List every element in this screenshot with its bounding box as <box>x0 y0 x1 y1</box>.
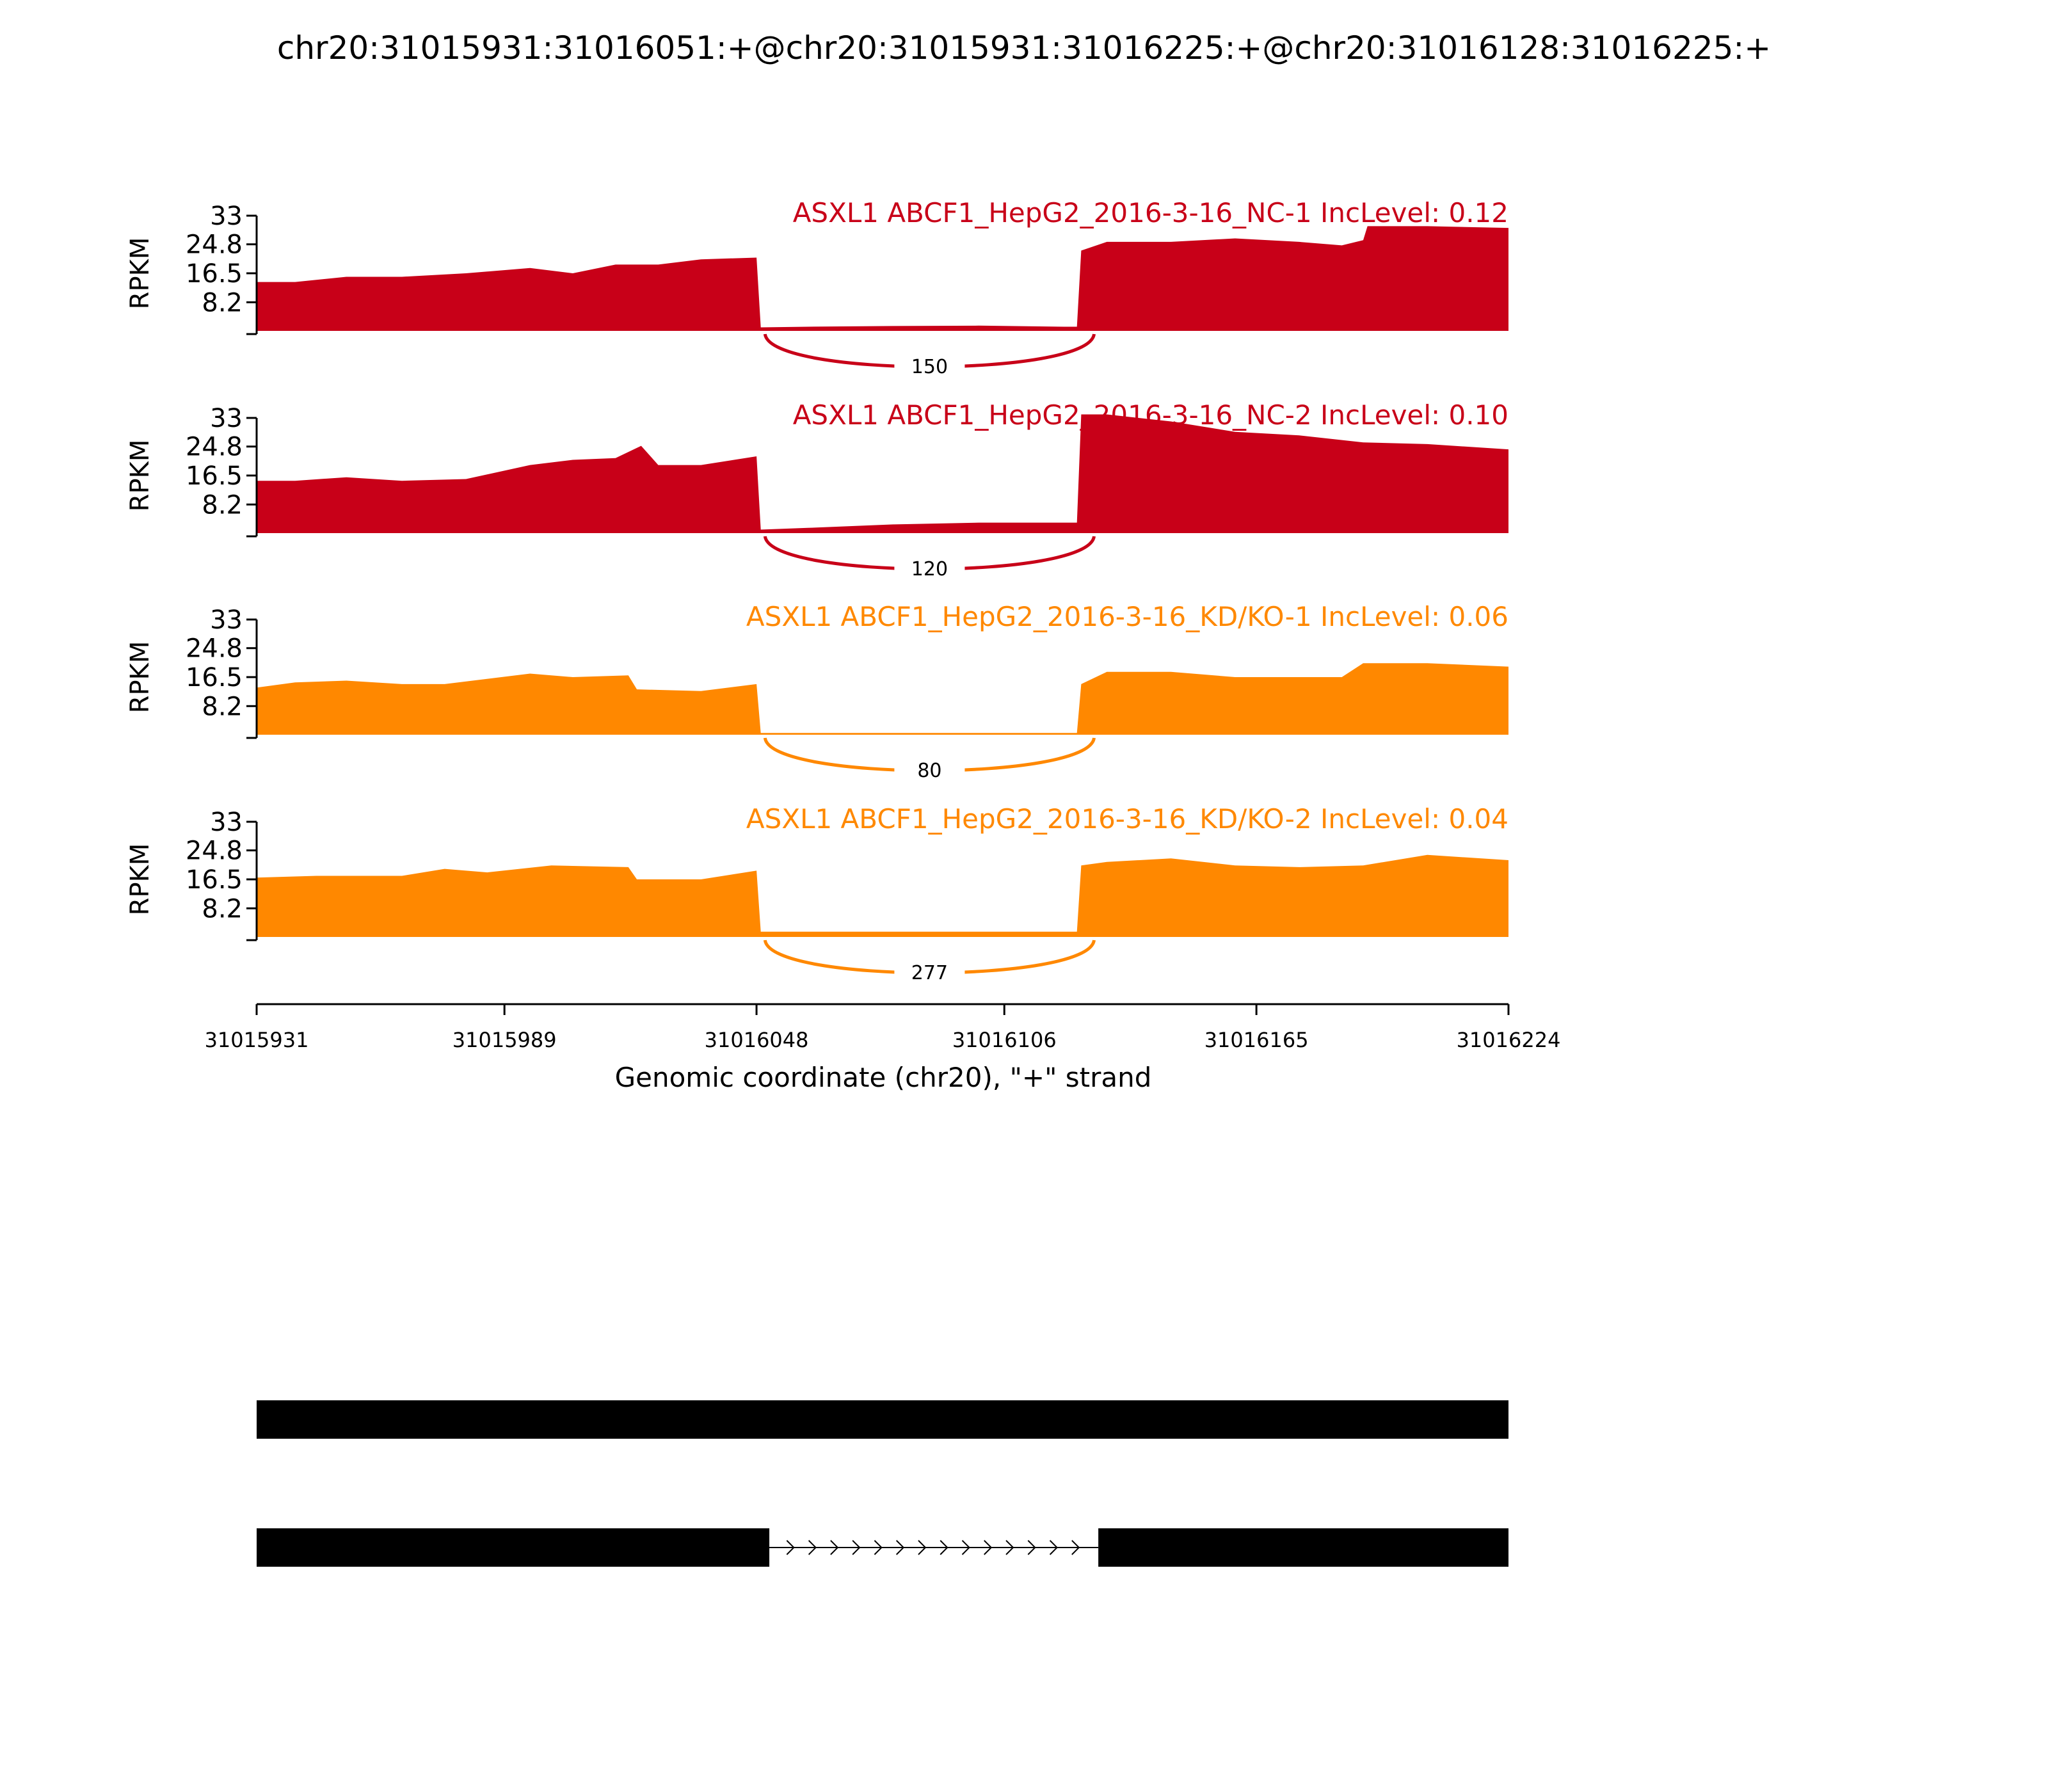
strand-arrow <box>874 1540 883 1555</box>
exon <box>257 1400 1508 1439</box>
transcript-1 <box>257 1400 1508 1439</box>
y-tick-label: 8.2 <box>202 894 243 924</box>
y-tick-label: 33 <box>210 808 243 837</box>
y-tick-label: 33 <box>210 605 243 635</box>
y-tick-label: 24.8 <box>186 230 243 260</box>
strand-arrow <box>940 1540 948 1555</box>
strand-arrow <box>808 1540 817 1555</box>
coverage-area <box>257 663 1508 735</box>
y-tick-label: 24.8 <box>186 433 243 462</box>
strand-arrow <box>896 1540 905 1555</box>
x-axis-label: Genomic coordinate (chr20), "+" strand <box>615 1062 1152 1093</box>
y-tick-label: 16.5 <box>186 865 243 895</box>
x-ticks: 31015931 31015989 31016048 31016106 31016165… <box>205 1004 1561 1052</box>
sample-label: ASXL1 ABCF1_HepG2_2016-3-16_KD/KO-1 IncL… <box>746 601 1508 632</box>
coverage-area <box>257 226 1508 331</box>
y-tick-label: 33 <box>210 404 243 433</box>
y-axis-label: RPKM <box>125 641 155 714</box>
y-axis-label: RPKM <box>125 237 155 310</box>
junction-count: 277 <box>911 962 948 984</box>
panel-2: 8.216.524.833 RPKM ASXL1 ABCF1_HepG2_2016-… <box>125 399 1508 580</box>
y-axis-label: RPKM <box>125 440 155 512</box>
x-tick-label: 31016048 <box>705 1028 809 1052</box>
panel-3: 8.216.524.833 RPKM ASXL1 ABCF1_HepG2_2016-… <box>125 601 1508 782</box>
x-tick-label: 31016165 <box>1204 1028 1309 1052</box>
exon <box>257 1528 770 1567</box>
chart-title: chr20:31015931:31016051:+@chr20:31015931… <box>277 29 1771 67</box>
panel-4: 8.216.524.833 RPKM ASXL1 ABCF1_HepG2_2016-… <box>125 803 1508 984</box>
y-tick-label: 16.5 <box>186 461 243 491</box>
strand-arrow <box>961 1540 970 1555</box>
strand-arrow <box>786 1540 795 1555</box>
junction-label-bg <box>894 557 965 580</box>
strand-arrow <box>852 1540 861 1555</box>
strand-arrow <box>1027 1540 1036 1555</box>
strand-arrow <box>984 1540 993 1555</box>
junction-count: 150 <box>911 356 948 378</box>
y-tick-label: 8.2 <box>202 288 243 317</box>
strand-arrow <box>1049 1540 1059 1555</box>
junction-label-bg <box>894 758 965 781</box>
strand-arrow <box>1005 1540 1014 1555</box>
sample-label: ASXL1 ABCF1_HepG2_2016-3-16_NC-2 IncLeve… <box>793 399 1508 431</box>
junction-count: 80 <box>917 760 941 782</box>
coverage-area <box>257 414 1508 533</box>
junction-label-bg <box>894 961 965 984</box>
y-tick-label: 24.8 <box>186 634 243 664</box>
transcript-models <box>257 1400 1508 1567</box>
sample-label: ASXL1 ABCF1_HepG2_2016-3-16_KD/KO-2 IncL… <box>746 803 1508 835</box>
y-tick-label: 16.5 <box>186 663 243 692</box>
y-tick-label: 24.8 <box>186 836 243 866</box>
y-tick-label: 33 <box>210 202 243 231</box>
y-tick-label: 8.2 <box>202 490 243 520</box>
y-tick-label: 16.5 <box>186 259 243 289</box>
transcript-2 <box>257 1528 1508 1567</box>
strand-arrow <box>918 1540 927 1555</box>
x-axis: 31015931 31015989 31016048 31016106 31016165… <box>205 1003 1561 1093</box>
sample-label: ASXL1 ABCF1_HepG2_2016-3-16_NC-1 IncLeve… <box>793 197 1508 228</box>
coverage-area <box>257 854 1508 937</box>
junction-count: 120 <box>911 558 948 580</box>
junction-label-bg <box>894 355 965 378</box>
x-tick-label: 31016106 <box>952 1028 1057 1052</box>
strand-arrow <box>1071 1540 1080 1555</box>
y-tick-label: 8.2 <box>202 692 243 721</box>
x-tick-label: 31016224 <box>1457 1028 1561 1052</box>
exon <box>1098 1528 1508 1567</box>
strand-arrow <box>830 1540 839 1555</box>
x-tick-label: 31015989 <box>452 1028 557 1052</box>
y-axis-label: RPKM <box>125 844 155 916</box>
x-tick-label: 31015931 <box>205 1028 309 1052</box>
panel-1: 8.216.524.833 RPKM ASXL1 ABCF1_HepG2_2016-… <box>125 197 1508 378</box>
